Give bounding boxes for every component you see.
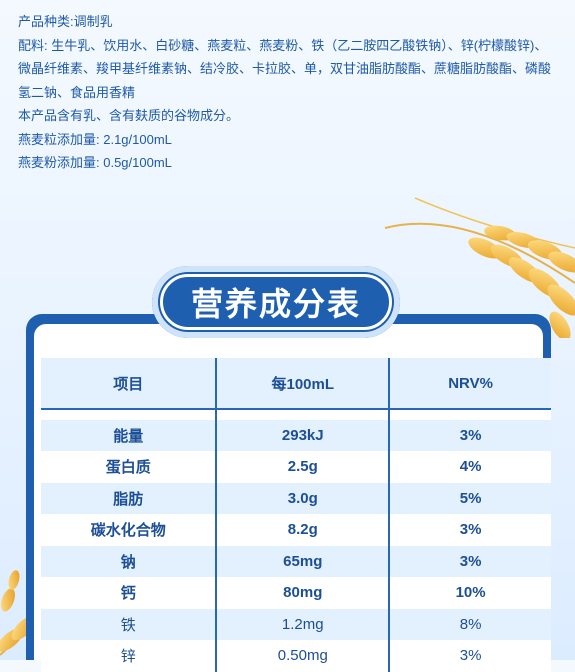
- table-row: 蛋白质 2.5g 4%: [41, 451, 551, 483]
- table-row: 能量 293kJ 3%: [41, 420, 551, 452]
- ingredients-block: 产品种类:调制乳 配料: 生牛乳、饮用水、白砂糖、燕麦粒、燕麦粉、铁（乙二胺四乙…: [18, 10, 558, 175]
- row-item: 钠: [41, 545, 218, 578]
- row-per-100ml: 2.5g: [215, 451, 391, 483]
- table-title-badge-inner: 营养成分表: [160, 274, 392, 330]
- table-header-row: 项目 每100mL NRV%: [41, 358, 551, 410]
- row-per-100ml: 8.2g: [215, 514, 391, 546]
- oat-grain-amount-text: 燕麦粒添加量: 2.1g/100mL: [18, 131, 172, 147]
- nutrition-table-card: 项目 每100mL NRV% 能量 293kJ 3% 蛋白质 2.5g 4%: [26, 314, 551, 672]
- table-title-badge: 营养成分表: [152, 266, 400, 338]
- table-spacer: [41, 409, 551, 420]
- row-item: 碳水化合物: [41, 514, 218, 546]
- row-per-100ml: 1.2mg: [215, 608, 391, 641]
- row-nrv: 3%: [388, 514, 551, 546]
- row-item: 锌: [41, 640, 218, 672]
- nutrition-table-panel: 项目 每100mL NRV% 能量 293kJ 3% 蛋白质 2.5g 4%: [34, 324, 551, 672]
- header-per-100ml: 每100mL: [215, 358, 391, 410]
- row-per-100ml: 293kJ: [215, 420, 391, 452]
- row-per-100ml: 0.50mg: [215, 640, 391, 672]
- ingredient-list-text: 配料: 生牛乳、饮用水、白砂糖、燕麦粒、燕麦粉、铁（乙二胺四乙酸铁钠）、锌(柠檬…: [18, 37, 552, 100]
- table-row: 碳水化合物 8.2g 3%: [41, 514, 551, 546]
- row-nrv: 3%: [388, 545, 551, 578]
- header-item: 项目: [41, 358, 218, 410]
- table-row: 钙 80mg 10%: [41, 577, 551, 609]
- header-nrv: NRV%: [388, 358, 551, 410]
- row-per-100ml: 80mg: [215, 577, 391, 609]
- row-per-100ml: 3.0g: [215, 482, 391, 515]
- row-item: 钙: [41, 577, 218, 609]
- wheat-ear-illustration-top-right: [384, 197, 575, 338]
- allergen-note-text: 本产品含有乳、含有麸质的谷物成分。: [18, 108, 240, 123]
- table-row: 铁 1.2mg 8%: [41, 608, 551, 641]
- row-nrv: 5%: [388, 482, 551, 515]
- row-nrv: 10%: [388, 577, 551, 609]
- row-nrv: 3%: [388, 420, 551, 452]
- row-item: 脂肪: [41, 482, 218, 515]
- table-row: 脂肪 3.0g 5%: [41, 482, 551, 515]
- oat-flour-amount-text: 燕麦粉添加量: 0.5g/100mL: [18, 155, 172, 170]
- row-item: 蛋白质: [41, 451, 218, 483]
- row-per-100ml: 65mg: [215, 545, 391, 578]
- table-row: 钠 65mg 3%: [41, 545, 551, 578]
- row-nrv: 4%: [388, 451, 551, 483]
- row-nrv: 8%: [388, 608, 551, 641]
- product-type-text: 产品种类:调制乳: [18, 14, 113, 29]
- row-item: 铁: [41, 608, 218, 641]
- row-item: 能量: [41, 420, 218, 452]
- nutrition-facts-table: 项目 每100mL NRV% 能量 293kJ 3% 蛋白质 2.5g 4%: [41, 358, 551, 672]
- row-nrv: 3%: [388, 640, 551, 672]
- table-title: 营养成分表: [190, 286, 361, 322]
- table-row: 锌 0.50mg 3%: [41, 640, 551, 672]
